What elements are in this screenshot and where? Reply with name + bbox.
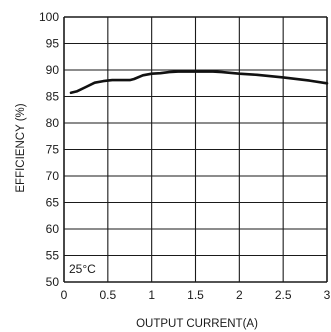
y-axis-label: EFFICIENCY (%) (15, 103, 27, 192)
y-tick-label: 50 (46, 275, 60, 289)
x-tick-label: 1.5 (187, 288, 204, 302)
y-tick-label: 65 (46, 196, 60, 210)
y-tick-label: 75 (46, 143, 60, 157)
y-tick-label: 100 (39, 10, 59, 24)
x-tick-label: 0.5 (99, 288, 116, 302)
efficiency-curve (69, 70, 329, 95)
y-tick-label: 80 (46, 116, 60, 130)
y-tick-label: 70 (46, 169, 60, 183)
y-tick-label: 90 (46, 63, 60, 77)
temperature-annotation: 25°C (69, 262, 96, 276)
x-tick-label: 0 (61, 288, 68, 302)
y-tick-label: 60 (46, 222, 60, 236)
x-tick-label: 1 (148, 288, 155, 302)
x-tick-label: 3 (324, 288, 331, 302)
y-tick-label: 55 (46, 249, 60, 263)
x-axis-label: OUTPUT CURRENT(A) (136, 318, 258, 330)
y-tick-label: 85 (46, 90, 60, 104)
grid (63, 16, 328, 283)
tick-labels: 0 0.5 1 1.5 2 2.5 3 50 55 60 65 70 75 80 85 90 95 100 (39, 10, 331, 302)
y-tick-label: 95 (46, 37, 60, 51)
x-tick-label: 2.5 (275, 288, 292, 302)
curve-layer (69, 70, 329, 95)
x-tick-label: 2 (236, 288, 243, 302)
